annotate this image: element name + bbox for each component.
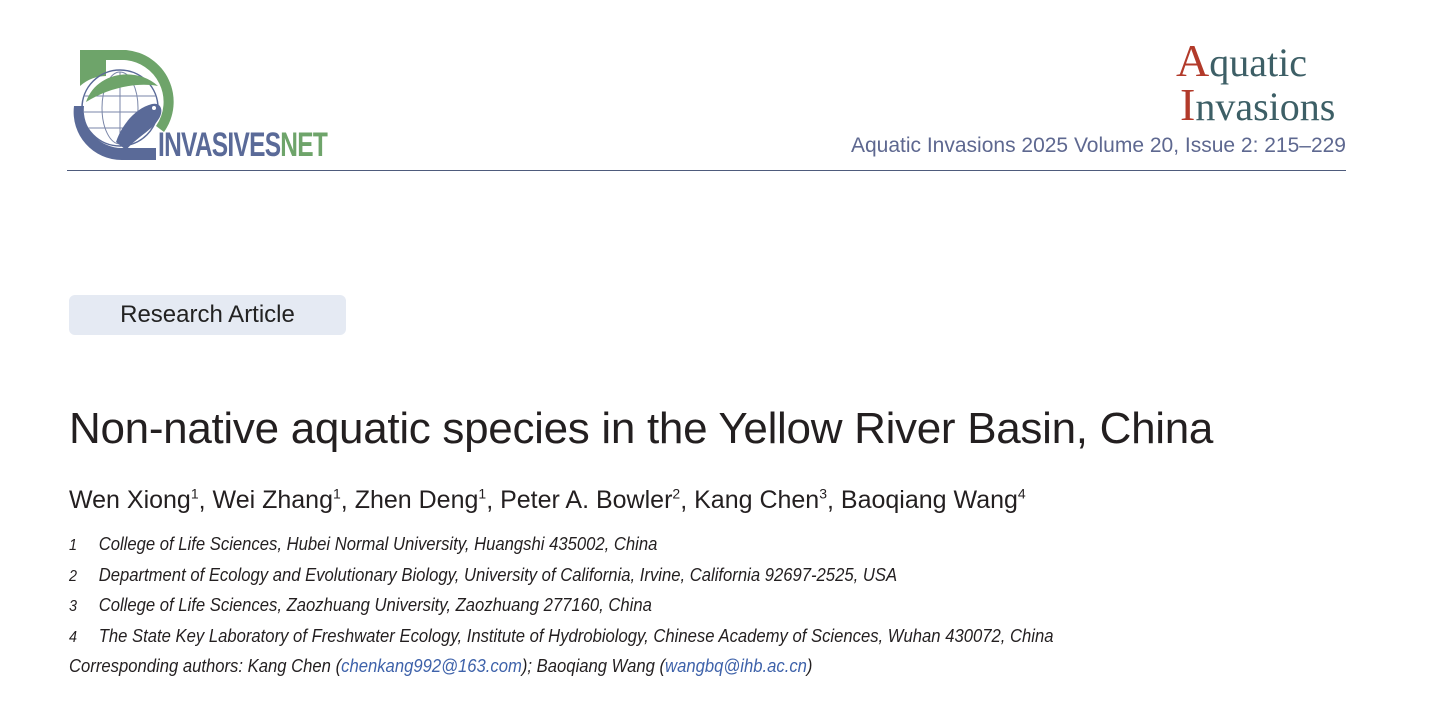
logo-text: INVASIVESNET bbox=[158, 126, 328, 164]
corresponding-authors: Corresponding authors: Kang Chen (chenka… bbox=[69, 655, 813, 676]
affiliation: 2 Department of Ecology and Evolutionary … bbox=[69, 564, 898, 585]
header-divider bbox=[67, 170, 1346, 171]
author: Zhen Deng1 bbox=[354, 486, 487, 515]
email-link-chen[interactable]: chenkang992@163.com bbox=[341, 655, 522, 676]
email-link-wang[interactable]: wangbq@ihb.ac.cn bbox=[665, 655, 807, 676]
invasivesnet-logo: INVASIVESNET bbox=[66, 46, 328, 166]
globe-fish-logo-icon bbox=[73, 50, 174, 161]
author: Kang Chen3 bbox=[694, 486, 828, 515]
affiliation: 1 College of Life Sciences, Hubei Normal … bbox=[69, 533, 658, 554]
aquatic-invasions-logo: Aquatic Invasions bbox=[1168, 35, 1353, 130]
author-list: Wen Xiong1, Wei Zhang1, Zhen Deng1, Pete… bbox=[69, 486, 1026, 515]
author: Baoqiang Wang4 bbox=[840, 486, 1026, 515]
journal-logo-line2: Invasions bbox=[1180, 79, 1336, 130]
affiliation: 3 College of Life Sciences, Zaozhuang Uni… bbox=[69, 594, 652, 615]
article-type-badge: Research Article bbox=[69, 295, 346, 335]
journal-citation: Aquatic Invasions 2025 Volume 20, Issue … bbox=[850, 134, 1346, 157]
affiliation: 4 The State Key Laboratory of Freshwater … bbox=[69, 625, 1054, 646]
author: Wei Zhang1 bbox=[212, 486, 341, 515]
author: Wen Xiong1 bbox=[69, 486, 199, 515]
article-title: Non-native aquatic species in the Yellow… bbox=[69, 404, 1214, 453]
journal-logo-line1: Aquatic bbox=[1176, 35, 1307, 86]
author: Peter A. Bowler2 bbox=[500, 486, 681, 515]
